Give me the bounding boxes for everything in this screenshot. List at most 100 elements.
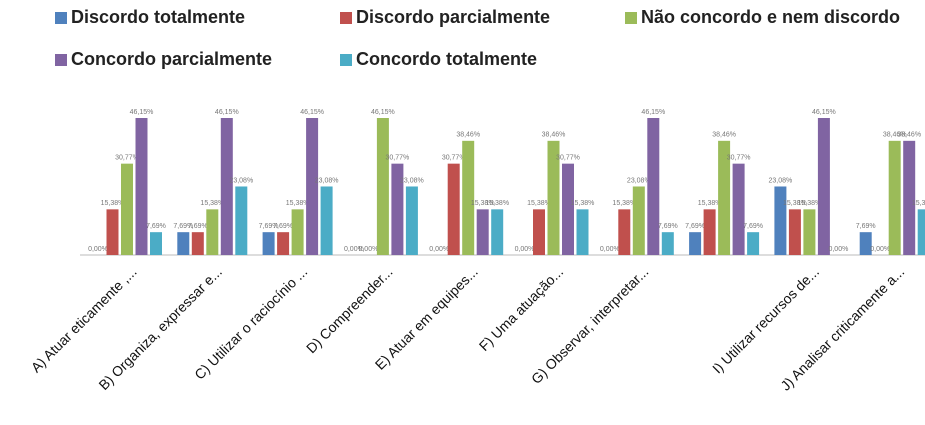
bar — [177, 232, 190, 255]
bar — [391, 163, 404, 255]
value-label: 15,38% — [783, 200, 807, 207]
bar — [703, 209, 716, 255]
value-label: 7,69% — [856, 223, 876, 230]
value-label: 15,38% — [101, 200, 125, 207]
bar — [405, 186, 418, 255]
bar — [150, 232, 162, 255]
bar — [903, 140, 916, 255]
value-label: 23,08% — [769, 177, 793, 184]
bar — [803, 209, 816, 255]
legend-swatch — [55, 12, 67, 24]
value-label: 46,15% — [215, 109, 239, 116]
value-label: 46,15% — [130, 109, 154, 116]
value-label: 15,38% — [200, 200, 224, 207]
bar — [320, 186, 333, 255]
bar — [817, 118, 830, 255]
value-label: 30,77% — [556, 155, 580, 162]
bar — [106, 209, 119, 255]
legend-label: Concordo totalmente — [356, 49, 537, 69]
bar — [235, 186, 248, 255]
value-label: 7,69% — [259, 223, 279, 230]
value-label: 0,00% — [870, 246, 890, 253]
bar — [135, 118, 148, 255]
bar — [917, 209, 925, 255]
value-label: 23,08% — [229, 177, 253, 184]
value-label: 7,69% — [743, 223, 763, 230]
legend-swatch — [625, 12, 637, 24]
value-label: 15,38% — [286, 200, 310, 207]
bar — [206, 209, 219, 255]
value-label: 15,38% — [798, 200, 822, 207]
bar — [562, 163, 574, 255]
value-label: 15,38% — [612, 200, 636, 207]
value-label: 7,69% — [173, 223, 193, 230]
bar — [121, 163, 133, 255]
bar — [774, 186, 787, 255]
value-label: 15,38% — [698, 200, 722, 207]
bar — [747, 232, 760, 255]
bar — [888, 140, 901, 255]
bar — [277, 232, 290, 255]
value-label: 38,46% — [712, 132, 736, 139]
value-label: 7,69% — [658, 223, 678, 230]
bar — [661, 232, 674, 255]
value-label: 38,46% — [542, 132, 566, 139]
value-label: 38,46% — [883, 132, 907, 139]
legend-label: Concordo parcialmente — [71, 49, 272, 69]
value-label: 46,15% — [641, 109, 665, 116]
legend-label: Discordo parcialmente — [356, 7, 550, 27]
legend-label: Não concordo e nem discordo — [641, 7, 900, 27]
legend-swatch — [340, 12, 352, 24]
bar — [476, 209, 489, 255]
bar — [788, 209, 801, 255]
value-label: 0,00% — [88, 246, 108, 253]
value-label: 15,38% — [471, 200, 495, 207]
value-label: 23,08% — [315, 177, 339, 184]
bar — [533, 209, 545, 255]
value-label: 38,46% — [456, 132, 480, 139]
value-label: 38,46% — [897, 132, 921, 139]
bar — [306, 118, 319, 255]
bar — [647, 118, 660, 255]
legend-swatch — [55, 54, 67, 66]
value-label: 0,00% — [344, 246, 364, 253]
value-label: 15,38% — [485, 200, 509, 207]
value-label: 0,00% — [515, 246, 535, 253]
value-label: 7,69% — [685, 223, 705, 230]
bar — [618, 209, 631, 255]
x-tick-label: F) Uma atuação... — [476, 263, 567, 354]
bar — [859, 232, 872, 255]
bar — [547, 140, 560, 255]
bar — [447, 163, 460, 255]
value-label: 23,08% — [627, 177, 651, 184]
bar — [491, 209, 504, 255]
value-label: 15,38% — [912, 200, 925, 207]
bar — [689, 232, 702, 255]
value-label: 0,00% — [358, 246, 378, 253]
bar — [291, 209, 304, 255]
value-label: 7,69% — [273, 223, 293, 230]
value-label: 30,77% — [115, 155, 139, 162]
value-label: 7,69% — [188, 223, 208, 230]
value-label: 15,38% — [527, 200, 551, 207]
bar — [718, 140, 731, 255]
value-label: 46,15% — [812, 109, 836, 116]
bar — [732, 163, 745, 255]
value-label: 0,00% — [600, 246, 620, 253]
value-label: 23,08% — [400, 177, 424, 184]
bar — [462, 140, 475, 255]
bar — [220, 118, 233, 255]
value-label: 15,38% — [571, 200, 595, 207]
value-label: 30,77% — [386, 155, 410, 162]
legend-swatch — [340, 54, 352, 66]
value-label: 7,69% — [146, 223, 166, 230]
legend-label: Discordo totalmente — [71, 7, 245, 27]
value-label: 46,15% — [300, 109, 324, 116]
x-tick-label: D) Compreender... — [303, 263, 396, 356]
value-label: 46,15% — [371, 109, 395, 116]
value-label: 30,77% — [442, 155, 466, 162]
bar — [576, 209, 589, 255]
value-label: 0,00% — [429, 246, 449, 253]
bar — [632, 186, 645, 255]
